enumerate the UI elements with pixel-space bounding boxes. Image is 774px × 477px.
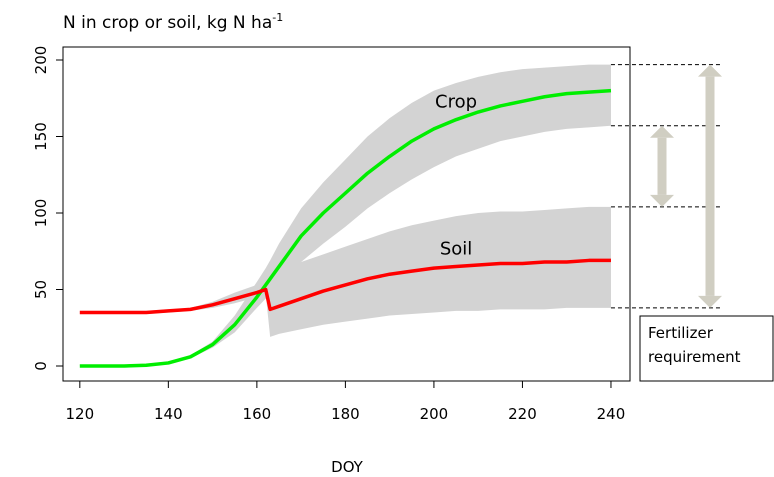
x-tick-label: 160 [243, 405, 272, 423]
chart-title: N in crop or soil, kg N ha-1 [63, 11, 283, 33]
range-arrow-head [650, 125, 674, 138]
y-tick-label: 0 [32, 361, 50, 371]
plot-frame [62, 46, 631, 382]
x-tick-label: 200 [420, 405, 449, 423]
series-line [79, 258, 611, 315]
x-tick-label: 120 [65, 405, 94, 423]
confidence-band [79, 64, 611, 367]
range-arrow-head [698, 295, 722, 308]
annotation-line: requirement [648, 348, 741, 366]
y-tick-label: 150 [32, 122, 50, 151]
x-tick-label: 140 [154, 405, 183, 423]
x-tick-label: 180 [331, 405, 360, 423]
x-axis-label: DOY [331, 458, 364, 476]
y-tick-label: 200 [32, 46, 50, 75]
x-tick-label: 220 [508, 405, 537, 423]
annotation-box [639, 315, 774, 382]
x-tick-label: 240 [597, 405, 626, 423]
title-main: N in crop or soil, kg N ha [63, 13, 272, 33]
range-arrow-head [650, 194, 674, 207]
range-arrow-head [698, 64, 722, 77]
y-tick-label: 100 [32, 199, 50, 228]
annotation-line: Fertilizer [648, 324, 714, 342]
series-label: Soil [440, 239, 472, 260]
y-tick-label: 50 [32, 280, 50, 299]
series-label: Crop [435, 92, 477, 113]
series-line [79, 88, 612, 368]
title-superscript: -1 [272, 11, 283, 24]
